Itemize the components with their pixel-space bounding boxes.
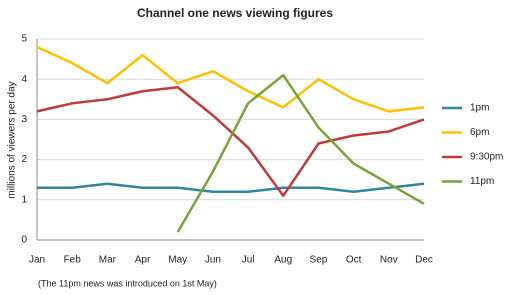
x-tick-label: Mar xyxy=(99,255,117,266)
y-tick-label: 2 xyxy=(21,154,27,165)
y-tick-label: 4 xyxy=(21,74,27,85)
series-line xyxy=(176,73,425,233)
y-tick-label: 3 xyxy=(21,114,27,125)
x-tick-label: Oct xyxy=(346,255,362,266)
legend-label: 9:30pm xyxy=(470,152,503,163)
x-tick-label: Nov xyxy=(380,255,398,266)
series-line xyxy=(36,85,425,198)
x-tick-label: May xyxy=(168,255,187,266)
legend-label: 6pm xyxy=(470,127,489,138)
x-tick-label: Sep xyxy=(310,255,328,266)
x-tick-label: Dec xyxy=(415,255,433,266)
x-tick-label: Apr xyxy=(135,255,151,266)
y-axis-label: millions of viewers per day xyxy=(7,81,18,198)
x-tick-label: Aug xyxy=(274,255,292,266)
y-tick-label: 1 xyxy=(21,194,27,205)
x-tick-label: Jan xyxy=(29,255,45,266)
note: (The 11pm news was introduced on 1st May… xyxy=(38,278,217,288)
y-tick-label: 0 xyxy=(21,235,27,246)
legend-label: 11pm xyxy=(470,176,494,187)
legend-label: 1pm xyxy=(470,103,489,114)
series-line xyxy=(37,182,425,194)
x-tick-label: Jun xyxy=(205,255,221,266)
chart-title: Channel one news viewing figures xyxy=(137,6,333,20)
y-tick-label: 5 xyxy=(21,34,27,45)
series-line xyxy=(36,45,425,113)
x-tick-label: Jul xyxy=(242,255,255,266)
x-tick-label: Feb xyxy=(64,255,82,266)
